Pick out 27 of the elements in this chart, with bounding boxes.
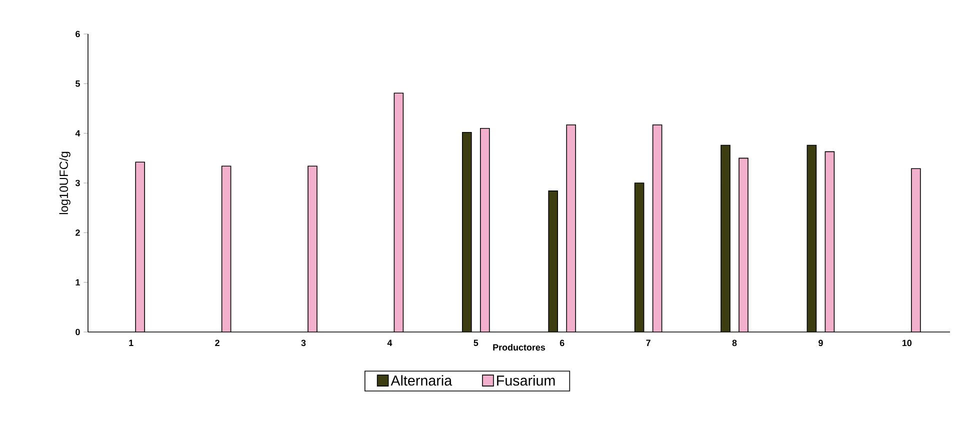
x-tick-label: 1 (129, 340, 134, 346)
x-tick-label: 9 (818, 340, 823, 346)
y-tick-label: 6 (76, 30, 80, 38)
x-tick-label: 8 (732, 340, 737, 346)
x-tick-label: 7 (646, 340, 650, 346)
x-axis-title: Productores (493, 344, 546, 351)
y-tick-label: 1 (76, 279, 80, 286)
y-tick-label: 2 (76, 230, 80, 236)
y-tick-label: 4 (75, 130, 80, 136)
legend-label: Alternaria (390, 375, 452, 386)
y-tick-label: 3 (75, 180, 80, 186)
x-tick-label: 6 (560, 340, 564, 346)
bar (222, 166, 231, 332)
bar (652, 124, 662, 332)
y-axis-title: log10UFC/g (59, 152, 70, 214)
x-tick-label: 10 (902, 340, 912, 346)
bar (825, 152, 834, 332)
x-tick-label: 4 (387, 340, 392, 346)
y-tick-label: 0 (76, 328, 80, 336)
x-tick-label: 5 (474, 340, 478, 346)
bar (394, 93, 404, 332)
legend-label: Fusarium (497, 375, 555, 386)
bar (806, 144, 817, 332)
y-tick-label: 5 (76, 80, 80, 87)
bar (634, 183, 644, 332)
x-tick-label: 2 (215, 340, 220, 346)
x-tick-label: 3 (301, 340, 306, 346)
